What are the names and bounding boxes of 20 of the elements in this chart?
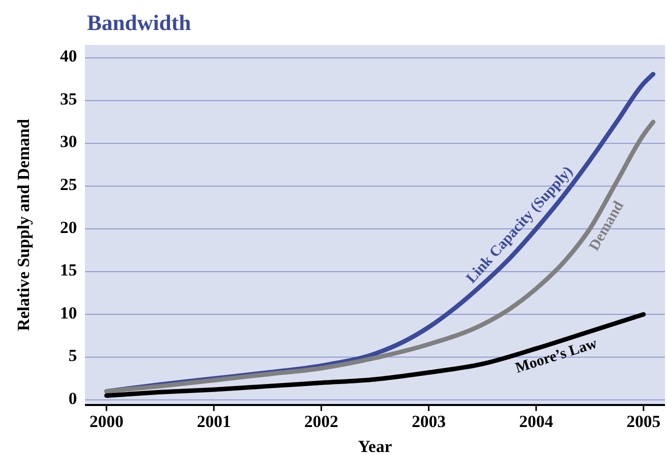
chart-title: Bandwidth (87, 10, 191, 35)
y-axis-title: Relative Supply and Demand (14, 118, 33, 332)
y-tick-label: 20 (60, 218, 77, 237)
text: Moore’s Law (514, 336, 600, 377)
y-tick-label: 5 (68, 346, 77, 366)
y-tick-label: 15 (60, 260, 77, 280)
y-tick-label: 25 (60, 175, 77, 194)
y-tick-label: 40 (60, 46, 77, 66)
x-tick-label: 2005 (626, 412, 661, 431)
x-tick-label: 2000 (89, 412, 124, 431)
x-tick-label: 2001 (196, 412, 231, 431)
x-tick-label: 2003 (412, 412, 446, 431)
line-series (104, 312, 646, 398)
y-tick-label: 10 (60, 303, 77, 322)
x-axis-title: Year (358, 437, 392, 455)
x-tick-label: 2002 (304, 412, 338, 431)
y-tick-label: 30 (60, 132, 77, 152)
x-tick-label: 2004 (519, 412, 554, 431)
y-tick-label: 0 (68, 388, 77, 408)
y-tick-label: 35 (60, 89, 77, 108)
